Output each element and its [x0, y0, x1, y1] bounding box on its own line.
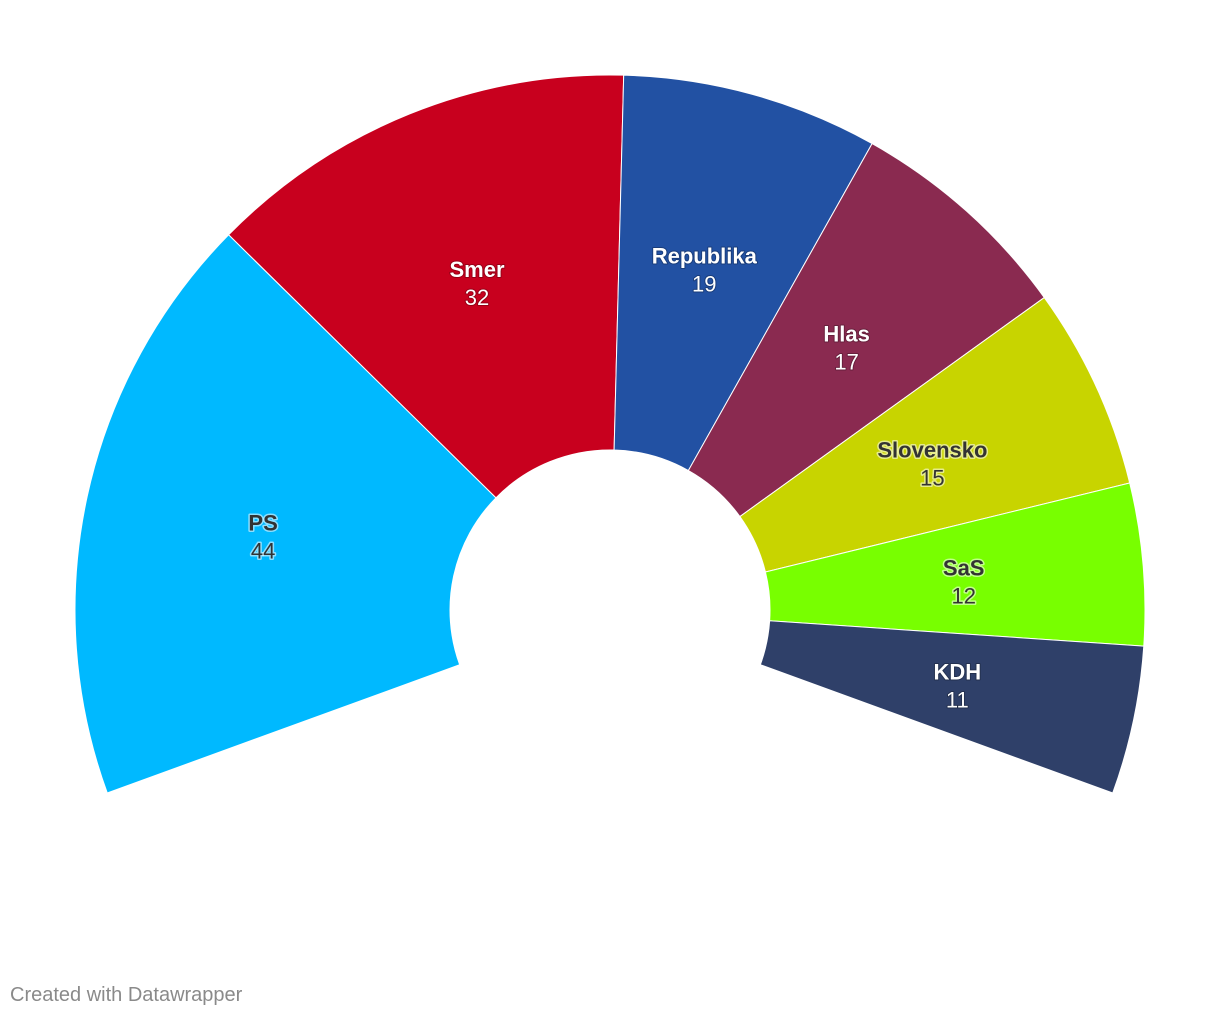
label-slovensko: Slovensko — [877, 438, 987, 463]
segment-ps[interactable] — [74, 234, 497, 794]
label-smer: Smer — [449, 257, 504, 282]
segment-slovensko[interactable] — [739, 296, 1131, 573]
label-hlas: Hlas — [823, 321, 869, 346]
chart-svg: PS 44 Smer 32 Republika 19 Hlas 17 Slovensko 15 Sa… — [74, 74, 1146, 794]
value-ps: 44 — [251, 539, 275, 564]
segment-kdh[interactable] — [759, 620, 1145, 794]
segment-hlas[interactable] — [687, 142, 1045, 518]
datawrapper-credit[interactable]: Created with Datawrapper — [10, 984, 243, 1006]
parliament-chart: PS 44 Smer 32 Republika 19 Hlas 17 Slovensko 15 Sa… — [74, 74, 1146, 794]
value-slovensko: 15 — [920, 466, 944, 491]
value-smer: 32 — [465, 285, 489, 310]
value-sas: 12 — [951, 584, 975, 609]
value-republika: 19 — [692, 272, 716, 297]
segment-smer[interactable] — [227, 74, 625, 499]
label-republika: Republika — [652, 244, 758, 269]
value-hlas: 17 — [834, 349, 858, 374]
segment-republika[interactable] — [613, 74, 873, 472]
value-kdh: 11 — [946, 687, 969, 712]
label-ps: PS — [248, 511, 277, 536]
label-kdh: KDH — [933, 659, 981, 684]
label-sas: SaS — [943, 556, 985, 581]
